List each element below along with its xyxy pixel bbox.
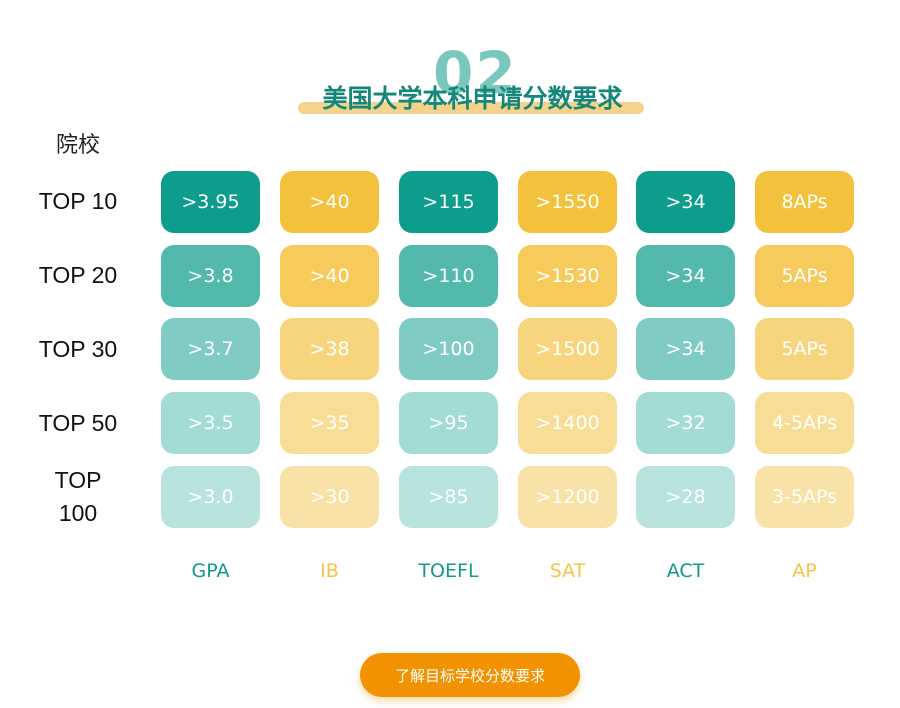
score-cell-ap: 4-5APs (755, 392, 854, 454)
column-label-ib: IB (320, 560, 339, 582)
score-cell-sat: >1530 (518, 245, 617, 307)
score-cell-toefl: >95 (399, 392, 498, 454)
row-label-top-10: TOP 10 (38, 188, 118, 214)
page-title: 美国大学本科申请分数要求 (322, 84, 623, 113)
score-cell-act: >32 (636, 392, 735, 454)
row-label-top-20: TOP 20 (38, 262, 118, 288)
score-cell-sat: >1400 (518, 392, 617, 454)
score-cell-act: >34 (636, 245, 735, 307)
score-cell-gpa: >3.7 (161, 318, 260, 380)
section-header: 02 美国大学本科申请分数要求 (0, 42, 900, 132)
score-cell-act: >34 (636, 171, 735, 233)
score-cell-ap: 8APs (755, 171, 854, 233)
section-number: 02 (433, 39, 518, 107)
score-cell-sat: >1500 (518, 318, 617, 380)
row-label-top-100: TOP 100 (54, 467, 102, 526)
score-cell-sat: >1200 (518, 466, 617, 528)
score-cell-gpa: >3.0 (161, 466, 260, 528)
score-cell-act: >34 (636, 318, 735, 380)
score-cell-toefl: >85 (399, 466, 498, 528)
score-cell-ib: >35 (280, 392, 379, 454)
score-cell-gpa: >3.8 (161, 245, 260, 307)
row-label-top-50: TOP 50 (38, 410, 118, 436)
school-column-header: 院校 (56, 133, 101, 158)
score-cell-ap: 5APs (755, 318, 854, 380)
learn-requirements-button[interactable]: 了解目标学校分数要求 (360, 653, 580, 697)
column-label-gpa: GPA (191, 560, 230, 582)
score-cell-act: >28 (636, 466, 735, 528)
column-label-sat: SAT (549, 560, 586, 582)
title-highlight (298, 102, 644, 114)
score-cell-sat: >1550 (518, 171, 617, 233)
score-cell-ap: 5APs (755, 245, 854, 307)
score-cell-toefl: >100 (399, 318, 498, 380)
column-label-toefl: TOEFL (418, 560, 479, 582)
score-cell-gpa: >3.5 (161, 392, 260, 454)
score-cell-ib: >40 (280, 245, 379, 307)
score-cell-gpa: >3.95 (161, 171, 260, 233)
column-label-ap: AP (792, 560, 817, 582)
row-label-top-30: TOP 30 (38, 336, 118, 362)
score-cell-ap: 3-5APs (755, 466, 854, 528)
score-cell-toefl: >115 (399, 171, 498, 233)
score-cell-ib: >30 (280, 466, 379, 528)
score-cell-ib: >40 (280, 171, 379, 233)
column-label-act: ACT (666, 560, 705, 582)
score-cell-ib: >38 (280, 318, 379, 380)
score-cell-toefl: >110 (399, 245, 498, 307)
